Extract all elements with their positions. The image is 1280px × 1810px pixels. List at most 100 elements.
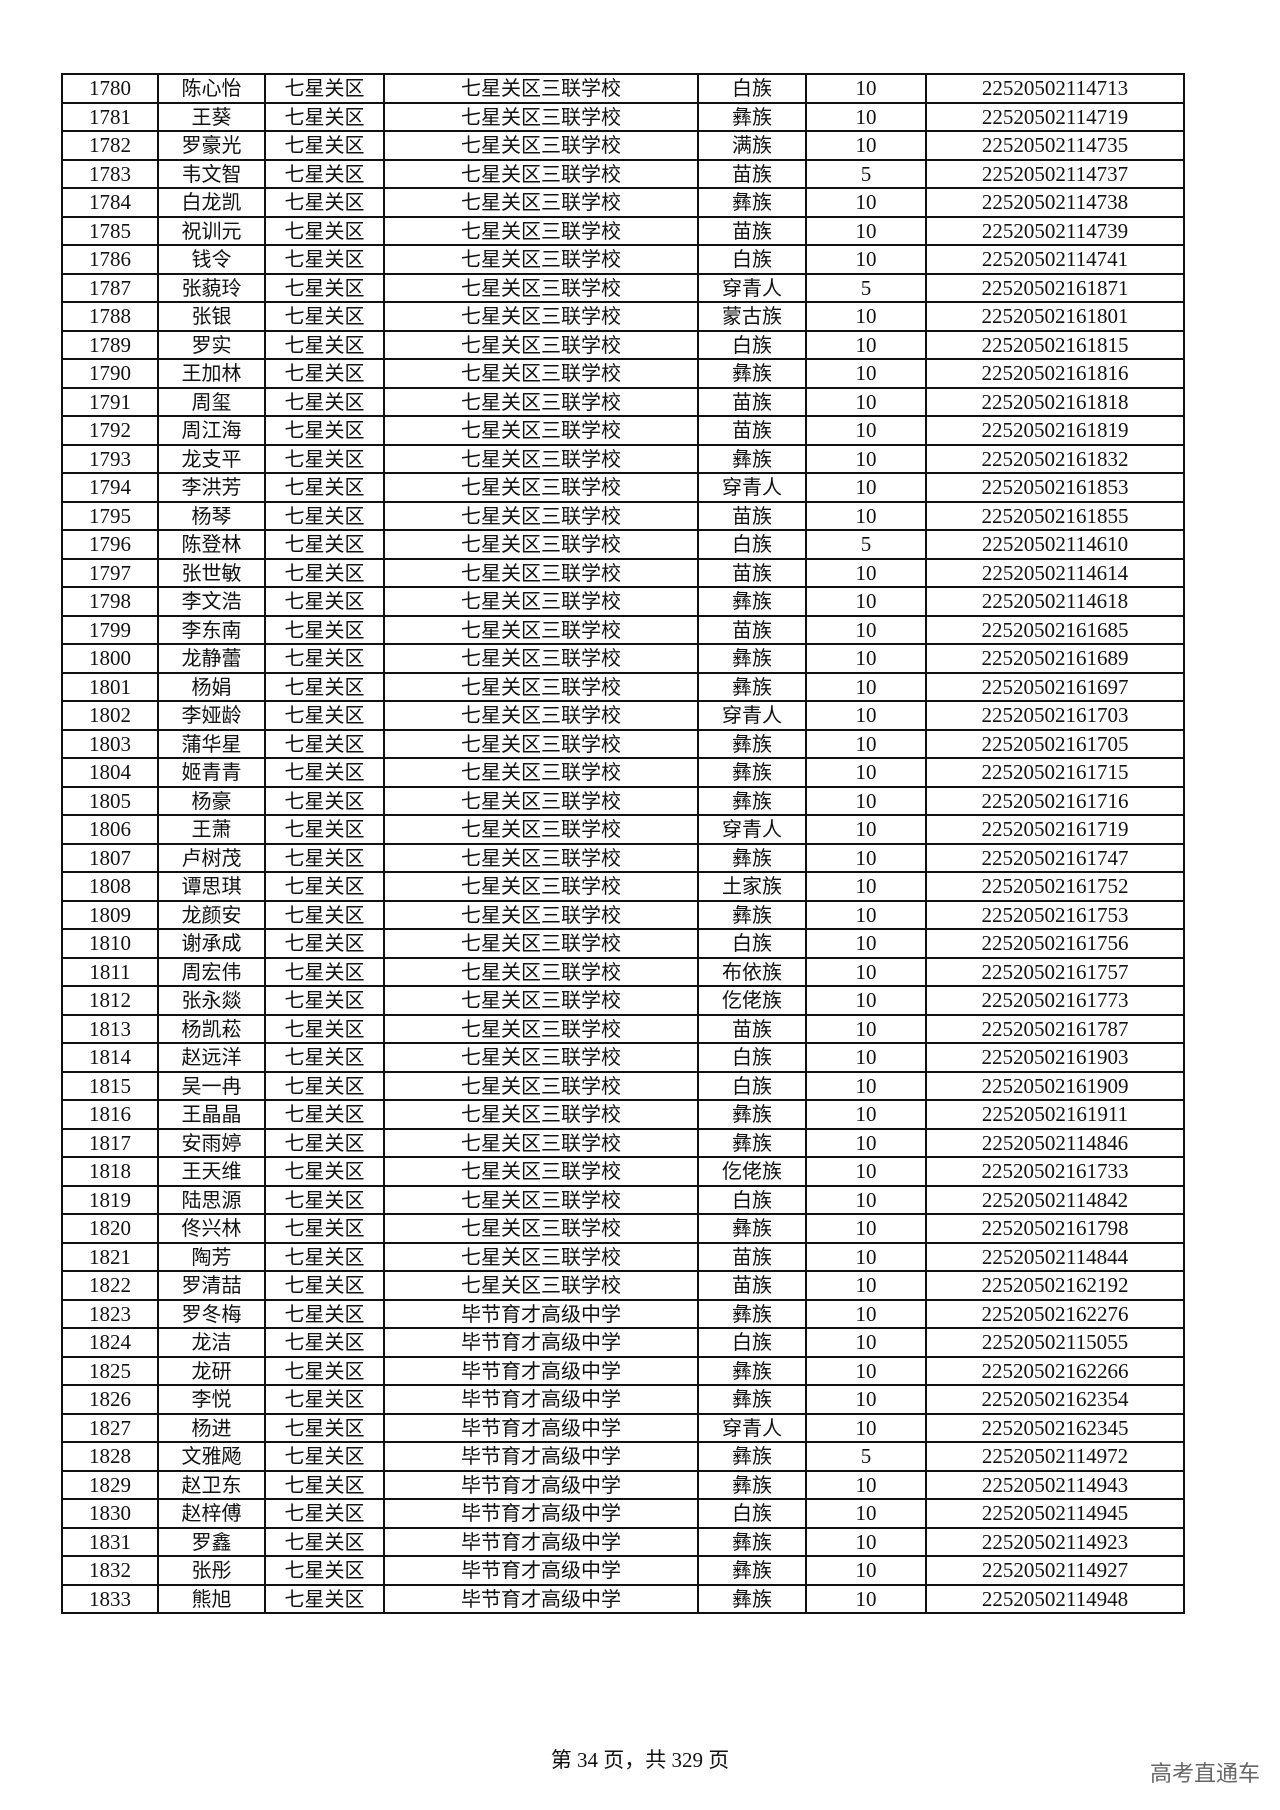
row-number: 1789 — [61, 329, 159, 360]
row-number: 1796 — [61, 529, 159, 560]
table-row: 1826 李悦 七星关区 毕节育才高级中学 彝族 10 22520502162354 — [61, 1384, 1185, 1415]
row-number: 1787 — [61, 272, 159, 303]
exam-id: 22520502114618 — [925, 586, 1185, 617]
ethnicity: 苗族 — [697, 1013, 807, 1044]
school: 七星关区三联学校 — [383, 1013, 699, 1044]
exam-id: 22520502114614 — [925, 557, 1185, 588]
row-number: 1819 — [61, 1184, 159, 1215]
student-name: 周玺 — [157, 386, 266, 417]
table-row: 1828 文雅飏 七星关区 毕节育才高级中学 彝族 5 22520502114972 — [61, 1441, 1185, 1472]
district: 七星关区 — [264, 1270, 385, 1301]
ethnicity: 穿青人 — [697, 814, 807, 845]
district: 七星关区 — [264, 329, 385, 360]
student-list-table: 1780 陈心怡 七星关区 七星关区三联学校 白族 10 22520502114713 178… — [61, 73, 1185, 1614]
bonus-points: 10 — [805, 757, 927, 788]
row-number: 1813 — [61, 1013, 159, 1044]
district: 七星关区 — [264, 415, 385, 446]
exam-id: 22520502161685 — [925, 614, 1185, 645]
district: 七星关区 — [264, 928, 385, 959]
table-row: 1829 赵卫东 七星关区 毕节育才高级中学 彝族 10 22520502114943 — [61, 1469, 1185, 1500]
bonus-points: 10 — [805, 785, 927, 816]
student-name: 李悦 — [157, 1384, 266, 1415]
student-name: 周宏伟 — [157, 956, 266, 987]
ethnicity: 彝族 — [697, 1526, 807, 1557]
table-row: 1823 罗冬梅 七星关区 毕节育才高级中学 彝族 10 22520502162276 — [61, 1298, 1185, 1329]
ethnicity: 彝族 — [697, 1469, 807, 1500]
district: 七星关区 — [264, 1070, 385, 1101]
bonus-points: 10 — [805, 985, 927, 1016]
district: 七星关区 — [264, 1412, 385, 1443]
district: 七星关区 — [264, 101, 385, 132]
ethnicity: 彝族 — [697, 101, 807, 132]
table-row: 1797 张世敏 七星关区 七星关区三联学校 苗族 10 22520502114614 — [61, 557, 1185, 588]
student-name: 王晶晶 — [157, 1099, 266, 1130]
table-row: 1804 姬青青 七星关区 七星关区三联学校 彝族 10 22520502161715 — [61, 757, 1185, 788]
page-number: 第 34 页，共 329 页 — [550, 1748, 730, 1772]
ethnicity: 仡佬族 — [697, 1156, 807, 1187]
district: 七星关区 — [264, 1127, 385, 1158]
table-row: 1816 王晶晶 七星关区 七星关区三联学校 彝族 10 22520502161911 — [61, 1099, 1185, 1130]
school: 七星关区三联学校 — [383, 1099, 699, 1130]
school: 七星关区三联学校 — [383, 215, 699, 246]
ethnicity: 苗族 — [697, 614, 807, 645]
student-name: 罗鑫 — [157, 1526, 266, 1557]
exam-id: 22520502161816 — [925, 358, 1185, 389]
exam-id: 22520502162345 — [925, 1412, 1185, 1443]
table-row: 1830 赵梓傅 七星关区 毕节育才高级中学 白族 10 22520502114945 — [61, 1498, 1185, 1529]
ethnicity: 彝族 — [697, 1441, 807, 1472]
row-number: 1794 — [61, 472, 159, 503]
student-name: 李洪芳 — [157, 472, 266, 503]
student-name: 杨娟 — [157, 671, 266, 702]
ethnicity: 苗族 — [697, 500, 807, 531]
district: 七星关区 — [264, 728, 385, 759]
table-row: 1815 吴一冉 七星关区 七星关区三联学校 白族 10 22520502161909 — [61, 1070, 1185, 1101]
bonus-points: 10 — [805, 1298, 927, 1329]
district: 七星关区 — [264, 443, 385, 474]
row-number: 1826 — [61, 1384, 159, 1415]
bonus-points: 10 — [805, 728, 927, 759]
exam-id: 22520502161903 — [925, 1042, 1185, 1073]
school: 毕节育才高级中学 — [383, 1469, 699, 1500]
student-name: 龙颜安 — [157, 899, 266, 930]
exam-id: 22520502161733 — [925, 1156, 1185, 1187]
bonus-points: 10 — [805, 472, 927, 503]
table-row: 1780 陈心怡 七星关区 七星关区三联学校 白族 10 22520502114713 — [61, 73, 1185, 104]
row-number: 1791 — [61, 386, 159, 417]
student-name: 罗豪光 — [157, 130, 266, 161]
district: 七星关区 — [264, 1526, 385, 1557]
bonus-points: 10 — [805, 1498, 927, 1529]
student-name: 白龙凯 — [157, 187, 266, 218]
district: 七星关区 — [264, 1355, 385, 1386]
district: 七星关区 — [264, 187, 385, 218]
bonus-points: 10 — [805, 329, 927, 360]
table-row: 1825 龙研 七星关区 毕节育才高级中学 彝族 10 22520502162266 — [61, 1355, 1185, 1386]
student-name: 祝训元 — [157, 215, 266, 246]
row-number: 1823 — [61, 1298, 159, 1329]
school: 七星关区三联学校 — [383, 557, 699, 588]
exam-id: 22520502161853 — [925, 472, 1185, 503]
student-name: 罗实 — [157, 329, 266, 360]
school: 七星关区三联学校 — [383, 415, 699, 446]
table-row: 1812 张永燚 七星关区 七星关区三联学校 仡佬族 10 22520502161773 — [61, 985, 1185, 1016]
student-name: 龙洁 — [157, 1327, 266, 1358]
row-number: 1797 — [61, 557, 159, 588]
bonus-points: 10 — [805, 101, 927, 132]
district: 七星关区 — [264, 73, 385, 104]
district: 七星关区 — [264, 842, 385, 873]
school: 七星关区三联学校 — [383, 130, 699, 161]
school: 七星关区三联学校 — [383, 1270, 699, 1301]
row-number: 1808 — [61, 871, 159, 902]
district: 七星关区 — [264, 1384, 385, 1415]
bonus-points: 10 — [805, 1042, 927, 1073]
bonus-points: 10 — [805, 557, 927, 588]
ethnicity: 彝族 — [697, 757, 807, 788]
exam-id: 22520502161911 — [925, 1099, 1185, 1130]
school: 七星关区三联学校 — [383, 73, 699, 104]
row-number: 1806 — [61, 814, 159, 845]
table-row: 1810 谢承成 七星关区 七星关区三联学校 白族 10 22520502161756 — [61, 928, 1185, 959]
ethnicity: 土家族 — [697, 871, 807, 902]
exam-id: 22520502162192 — [925, 1270, 1185, 1301]
table-row: 1821 陶芳 七星关区 七星关区三联学校 苗族 10 22520502114844 — [61, 1241, 1185, 1272]
school: 七星关区三联学校 — [383, 386, 699, 417]
table-row: 1781 王葵 七星关区 七星关区三联学校 彝族 10 22520502114719 — [61, 101, 1185, 132]
